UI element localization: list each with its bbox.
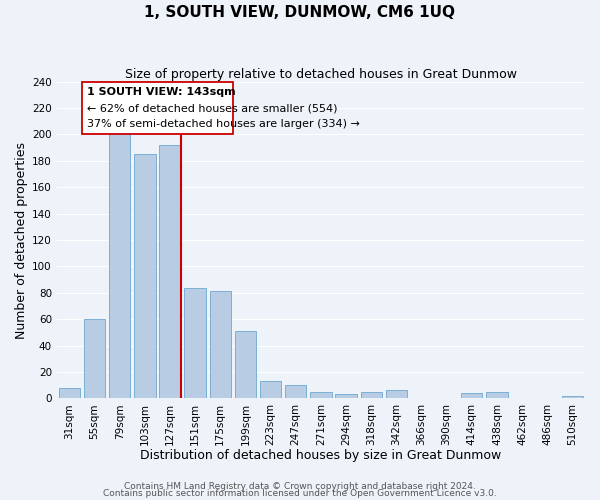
Bar — [335, 394, 357, 398]
Bar — [59, 388, 80, 398]
Bar — [84, 319, 105, 398]
Bar — [159, 145, 181, 399]
Bar — [109, 133, 130, 398]
Title: Size of property relative to detached houses in Great Dunmow: Size of property relative to detached ho… — [125, 68, 517, 80]
Bar — [209, 292, 231, 399]
Bar — [386, 390, 407, 398]
Bar — [184, 288, 206, 399]
Bar — [361, 392, 382, 398]
Text: Contains HM Land Registry data © Crown copyright and database right 2024.: Contains HM Land Registry data © Crown c… — [124, 482, 476, 491]
Bar — [235, 331, 256, 398]
Text: 1, SOUTH VIEW, DUNMOW, CM6 1UQ: 1, SOUTH VIEW, DUNMOW, CM6 1UQ — [145, 5, 455, 20]
Text: 37% of semi-detached houses are larger (334) →: 37% of semi-detached houses are larger (… — [87, 119, 360, 129]
Bar — [486, 392, 508, 398]
Bar — [260, 381, 281, 398]
X-axis label: Distribution of detached houses by size in Great Dunmow: Distribution of detached houses by size … — [140, 450, 502, 462]
Bar — [285, 385, 307, 398]
Text: Contains public sector information licensed under the Open Government Licence v3: Contains public sector information licen… — [103, 489, 497, 498]
Text: 1 SOUTH VIEW: 143sqm: 1 SOUTH VIEW: 143sqm — [87, 87, 236, 97]
Text: ← 62% of detached houses are smaller (554): ← 62% of detached houses are smaller (55… — [87, 103, 338, 113]
Y-axis label: Number of detached properties: Number of detached properties — [15, 142, 28, 338]
Bar — [310, 392, 332, 398]
Bar — [562, 396, 583, 398]
FancyBboxPatch shape — [82, 82, 233, 134]
Bar — [134, 154, 155, 398]
Bar — [461, 393, 482, 398]
